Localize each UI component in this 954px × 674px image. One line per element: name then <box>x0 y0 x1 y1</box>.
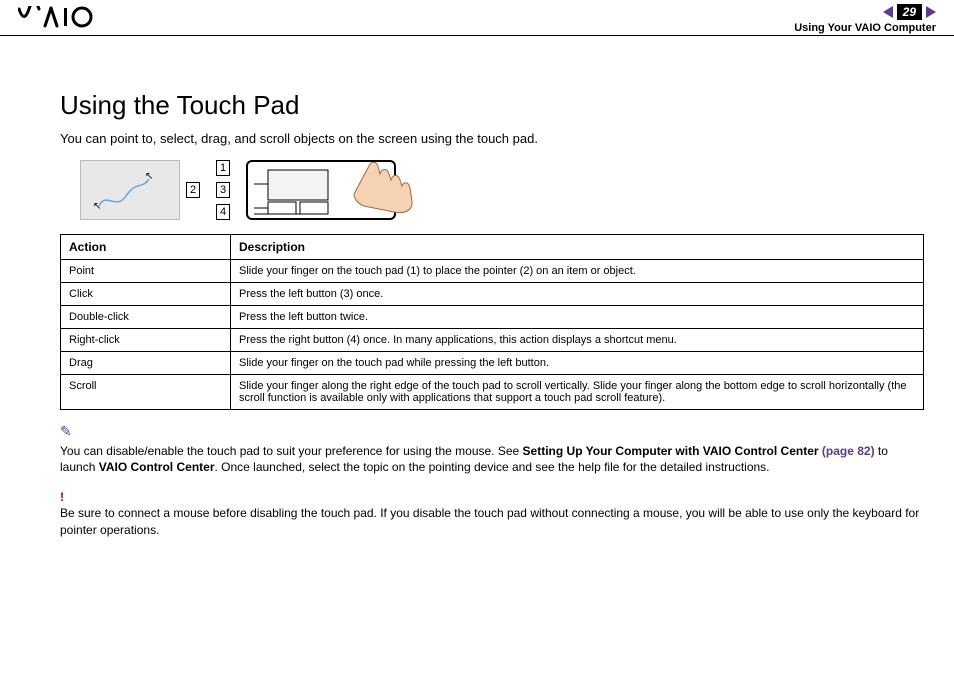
cell-description: Slide your finger on the touch pad while… <box>231 352 924 375</box>
touchpad-illustration <box>246 160 396 220</box>
note-block: ✎ You can disable/enable the touch pad t… <box>60 424 924 475</box>
table-row: Double-clickPress the left button twice. <box>61 306 924 329</box>
cell-action: Drag <box>61 352 231 375</box>
table-row: DragSlide your finger on the touch pad w… <box>61 352 924 375</box>
note-pre: You can disable/enable the touch pad to … <box>60 444 523 458</box>
callout-column: 1 3 4 <box>216 160 230 220</box>
header-bar: 29 Using Your VAIO Computer <box>0 0 954 36</box>
table-row: ScrollSlide your finger along the right … <box>61 375 924 410</box>
illustration-row: ↖ ↖ 2 1 3 4 <box>80 160 924 220</box>
note-post: . Once launched, select the topic on the… <box>214 460 769 474</box>
actions-table: Action Description PointSlide your finge… <box>60 234 924 410</box>
cell-description: Press the right button (4) once. In many… <box>231 329 924 352</box>
warning-icon: ! <box>60 490 64 504</box>
note-bold1: Setting Up Your Computer with VAIO Contr… <box>523 444 819 458</box>
th-description: Description <box>231 235 924 260</box>
page-content: Using the Touch Pad You can point to, se… <box>60 90 924 538</box>
cell-description: Press the left button twice. <box>231 306 924 329</box>
hand-icon <box>314 146 424 216</box>
page-title: Using the Touch Pad <box>60 90 924 121</box>
cell-action: Point <box>61 260 231 283</box>
cell-action: Double-click <box>61 306 231 329</box>
note-icon: ✎ <box>60 425 72 440</box>
intro-text: You can point to, select, drag, and scro… <box>60 131 924 146</box>
cell-action: Scroll <box>61 375 231 410</box>
header-nav: 29 Using Your VAIO Computer <box>794 4 936 34</box>
vaio-logo <box>18 6 108 34</box>
cell-description: Press the left button (3) once. <box>231 283 924 306</box>
warning-text: Be sure to connect a mouse before disabl… <box>60 506 919 536</box>
cell-description: Slide your finger on the touch pad (1) t… <box>231 260 924 283</box>
callout-4: 4 <box>216 204 230 220</box>
section-label: Using Your VAIO Computer <box>794 22 936 34</box>
page-number: 29 <box>897 4 922 20</box>
prev-page-icon[interactable] <box>883 6 893 18</box>
callout-3: 3 <box>216 182 230 198</box>
warning-block: ! Be sure to connect a mouse before disa… <box>60 489 924 538</box>
note-bold2: VAIO Control Center <box>99 460 215 474</box>
table-row: Right-clickPress the right button (4) on… <box>61 329 924 352</box>
table-row: ClickPress the left button (3) once. <box>61 283 924 306</box>
screen-illustration: ↖ ↖ <box>80 160 180 220</box>
cell-action: Right-click <box>61 329 231 352</box>
callout-2: 2 <box>186 182 200 198</box>
page-link[interactable]: (page 82) <box>819 444 875 458</box>
actions-tbody: PointSlide your finger on the touch pad … <box>61 260 924 410</box>
cell-action: Click <box>61 283 231 306</box>
next-page-icon[interactable] <box>926 6 936 18</box>
callout-1: 1 <box>216 160 230 176</box>
th-action: Action <box>61 235 231 260</box>
table-row: PointSlide your finger on the touch pad … <box>61 260 924 283</box>
cell-description: Slide your finger along the right edge o… <box>231 375 924 410</box>
